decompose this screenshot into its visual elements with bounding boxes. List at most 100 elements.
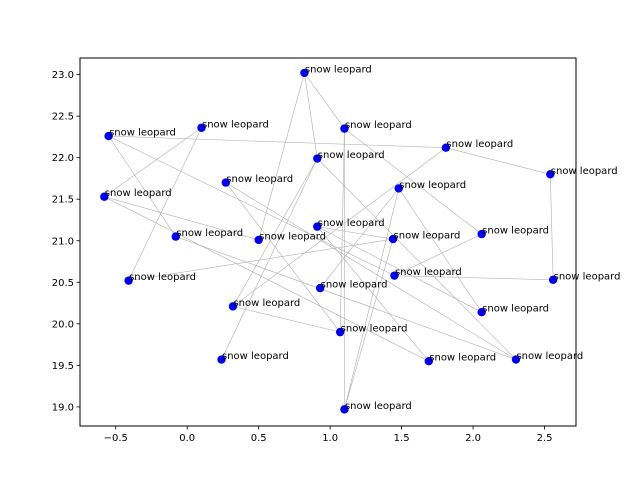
point-label: snow leopard [551, 166, 618, 177]
data-point [315, 283, 325, 293]
points-layer [100, 68, 558, 414]
edge-line [445, 147, 551, 175]
data-point [171, 232, 180, 241]
data-point [217, 355, 226, 364]
y-tick-label: 19.0 [52, 402, 74, 413]
data-point [388, 234, 398, 244]
edge-line [317, 226, 430, 362]
data-point [424, 357, 433, 366]
edge-line [128, 127, 202, 281]
point-label: snow leopard [482, 226, 549, 237]
x-tick-label: 0.5 [251, 433, 267, 444]
point-label: snow leopard [233, 298, 300, 309]
data-point [511, 355, 521, 364]
data-point [221, 178, 230, 187]
point-label: snow leopard [105, 188, 172, 199]
y-tick-label: 20.0 [52, 319, 74, 330]
data-point [124, 276, 133, 285]
point-label: snow leopard [399, 180, 466, 191]
edge-line [339, 128, 345, 333]
point-label: snow leopard [305, 64, 372, 75]
y-tick-label: 22.5 [52, 112, 74, 123]
point-label: snow leopard [345, 120, 412, 131]
data-point [477, 229, 486, 239]
edge-line [221, 158, 318, 360]
point-label: snow leopard [222, 351, 289, 362]
edge-line [104, 196, 429, 362]
edge-line [394, 275, 554, 281]
y-tick-label: 21.0 [52, 236, 74, 247]
y-tick-label: 23.0 [52, 70, 74, 81]
edge-line [317, 226, 394, 240]
data-point [228, 302, 238, 311]
data-point [548, 275, 558, 284]
point-label: snow leopard [341, 324, 408, 335]
edge-line [394, 233, 482, 276]
edge-line [128, 238, 394, 281]
edge-line [258, 72, 305, 241]
data-point [394, 184, 403, 193]
edge-line [344, 188, 400, 410]
data-point [477, 307, 486, 317]
edge-line [232, 158, 318, 307]
edge-line [225, 182, 517, 360]
edge-line [344, 239, 394, 410]
edge-line [398, 188, 482, 313]
edge-line [104, 127, 202, 197]
data-point [340, 405, 349, 414]
edge-line [319, 188, 399, 289]
x-tick-label: 2.5 [537, 433, 553, 444]
edge-line [175, 236, 517, 360]
edge-line [225, 182, 341, 333]
point-label: snow leopard [429, 353, 496, 364]
edge-line [108, 135, 395, 276]
point-label: snow leopard [109, 128, 176, 139]
data-point [390, 271, 399, 280]
edge-line [104, 196, 259, 241]
point-label: snow leopard [259, 231, 326, 242]
x-axis: −0.5 0.0 0.5 1.0 1.5 2.0 2.5 [104, 426, 553, 444]
data-point [104, 131, 113, 141]
data-point [313, 154, 322, 163]
edge-line [317, 226, 482, 313]
x-tick-label: 0.0 [179, 433, 195, 444]
data-point [340, 124, 349, 133]
point-label: snow leopard [394, 231, 461, 242]
plot-frame [79, 57, 577, 427]
edge-line [108, 135, 446, 149]
x-tick-label: 2.0 [465, 433, 481, 444]
y-axis: 19.0 19.5 20.0 20.5 21.0 21.5 22.0 22.5 23.0 [52, 70, 80, 413]
y-tick-label: 22.0 [52, 153, 74, 164]
point-label: snow leopard [202, 119, 269, 130]
edge-line [549, 174, 554, 280]
edge-line [304, 72, 318, 159]
data-point [197, 123, 206, 132]
point-label: snow leopard [318, 150, 385, 161]
y-tick-label: 21.5 [52, 195, 74, 206]
y-tick-label: 20.5 [52, 278, 74, 289]
point-label: snow leopard [516, 351, 583, 362]
data-point [254, 235, 263, 245]
edge-line [317, 158, 517, 360]
point-label: snow leopard [226, 174, 293, 185]
point-label: snow leopard [345, 401, 412, 412]
edge-line [344, 128, 482, 235]
edge-line [304, 72, 345, 129]
data-point [313, 222, 322, 231]
data-point [100, 192, 109, 201]
point-label: snow leopard [446, 139, 513, 150]
point-label: snow leopard [129, 272, 196, 283]
edge-line [108, 135, 177, 237]
point-label: snow leopard [176, 228, 243, 239]
edge-line [232, 306, 341, 333]
x-tick-label: 1.5 [394, 433, 410, 444]
point-label: snow leopard [321, 280, 388, 291]
edges-layer [104, 72, 554, 410]
data-point [441, 143, 451, 152]
point-label: snow leopard [482, 304, 549, 315]
point-label: snow leopard [318, 218, 385, 229]
point-labels-layer: snow leopard snow leopard snow leopard snow… [105, 64, 621, 411]
data-point [300, 68, 309, 78]
point-label: snow leopard [554, 271, 621, 282]
